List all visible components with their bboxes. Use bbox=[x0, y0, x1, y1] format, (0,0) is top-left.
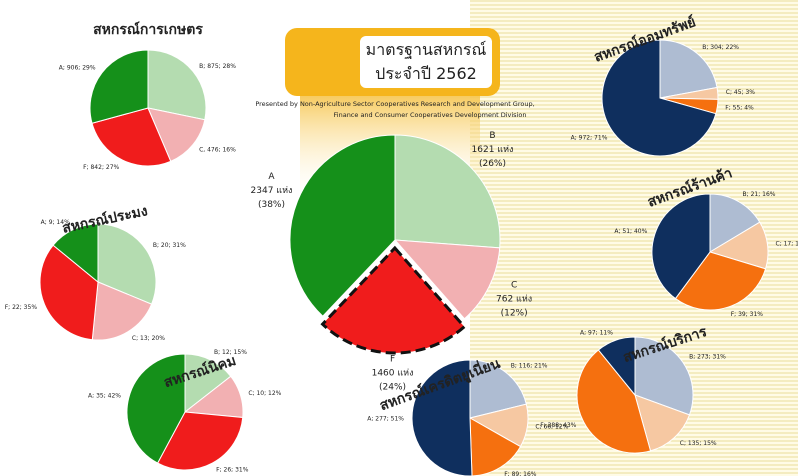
pie-slice bbox=[156, 411, 244, 471]
pie-slice bbox=[393, 239, 501, 320]
slice-label: A; 51; 40% bbox=[614, 228, 647, 235]
charts: B 1621 แห่ง (26%) C 762 แห่ง (12%) F 1460 แห่ง (… bbox=[5, 13, 798, 476]
subtitle-line: Presented by Non-Agriculture Sector Coop… bbox=[255, 100, 534, 108]
pie-slice bbox=[601, 39, 717, 157]
subtitle: Presented by Non-Agriculture Sector Coop… bbox=[255, 100, 534, 119]
pie-slice bbox=[147, 49, 207, 121]
pie-slice bbox=[320, 245, 467, 355]
pie-title: สหกรณ์การเกษตร bbox=[93, 21, 203, 38]
slice-label: B; 116; 21% bbox=[511, 363, 548, 370]
slice-label: C; 17; 13% bbox=[776, 240, 798, 247]
slice-percent-label: (26%) bbox=[479, 159, 506, 169]
pie-slice bbox=[709, 193, 761, 253]
pie-slice bbox=[39, 244, 99, 341]
slice-label: B; 12; 15% bbox=[214, 349, 247, 356]
pie-slice bbox=[91, 107, 172, 167]
slice-label: C; 135; 15% bbox=[680, 440, 717, 447]
slice-percent-label: (24%) bbox=[379, 382, 406, 392]
chart-title: มาตรฐานสหกรณ์ประจำปี 2562 bbox=[366, 40, 487, 83]
pie-slice bbox=[634, 336, 694, 416]
pie-slice bbox=[674, 251, 767, 311]
pie-slice bbox=[184, 353, 232, 414]
slice-value-label: 1621 แห่ง bbox=[472, 145, 514, 155]
slice-label: F; 39; 31% bbox=[731, 311, 764, 318]
slice-label: A; 97; 11% bbox=[580, 329, 613, 336]
pie-slice bbox=[659, 39, 718, 99]
slice-label: C; 66; 12% bbox=[535, 424, 568, 431]
slice-label: A; 906; 29% bbox=[59, 64, 96, 71]
slice-value-label: 2347 แห่ง bbox=[251, 186, 293, 196]
slice-label: C; 10; 12% bbox=[248, 390, 281, 397]
slice-label: C; 45; 3% bbox=[726, 89, 755, 96]
pie-slice bbox=[394, 134, 501, 249]
pie-slice bbox=[147, 107, 206, 163]
slice-label: A; 35; 42% bbox=[88, 392, 121, 399]
pie-slice bbox=[469, 359, 527, 419]
slice-label: B; 21; 16% bbox=[743, 191, 776, 198]
title-inner bbox=[360, 36, 492, 88]
slice-label: B; 875; 28% bbox=[199, 63, 236, 70]
pie-slice bbox=[89, 49, 149, 124]
slice-label: B; 304; 22% bbox=[702, 44, 739, 51]
pie-slice bbox=[126, 353, 186, 464]
slice-percent-label: (38%) bbox=[258, 200, 285, 210]
slice-label: F; 26; 31% bbox=[216, 467, 249, 474]
subtitle-line: Finance and Consumer Cooperatives Develo… bbox=[334, 111, 527, 119]
slice-label: B; 20; 31% bbox=[153, 242, 186, 249]
slice-label: A; 972; 71% bbox=[571, 134, 608, 141]
pie-slice bbox=[52, 223, 99, 284]
pie-slice bbox=[97, 223, 157, 305]
slice-label: F; 22; 35% bbox=[5, 304, 38, 311]
pie-slice bbox=[634, 394, 691, 452]
slice-category: B bbox=[489, 131, 495, 141]
slice-label: B; 273; 31% bbox=[689, 354, 726, 361]
title-line: ประจำปี 2562 bbox=[375, 64, 477, 83]
pie-slice bbox=[411, 359, 473, 476]
slice-label: A; 9; 14% bbox=[41, 219, 70, 226]
pie-slice bbox=[91, 281, 153, 341]
slice-label: F; 388; 43% bbox=[540, 422, 576, 429]
pie-slice bbox=[651, 193, 711, 300]
slice-percent-label: (12%) bbox=[501, 309, 528, 319]
slice-label: A; 277; 51% bbox=[367, 416, 404, 423]
pie-slice bbox=[289, 134, 396, 317]
pie-slice bbox=[597, 336, 636, 397]
slice-label: F; 89; 16% bbox=[504, 471, 537, 476]
slice-value-label: 1460 แห่ง bbox=[372, 368, 414, 378]
pie-slice bbox=[576, 349, 652, 454]
slice-label: F; 842; 27% bbox=[83, 164, 119, 171]
slice-category: A bbox=[268, 172, 275, 182]
slice-label: F; 55; 4% bbox=[725, 104, 754, 111]
title-line: มาตรฐานสหกรณ์ bbox=[366, 40, 487, 59]
slice-label: C; 13; 20% bbox=[132, 335, 165, 342]
slice-category: F bbox=[390, 354, 395, 364]
slice-value-label: 762 แห่ง bbox=[496, 295, 532, 305]
slice-label: C, 476; 16% bbox=[199, 146, 236, 153]
slice-category: C bbox=[511, 281, 517, 291]
